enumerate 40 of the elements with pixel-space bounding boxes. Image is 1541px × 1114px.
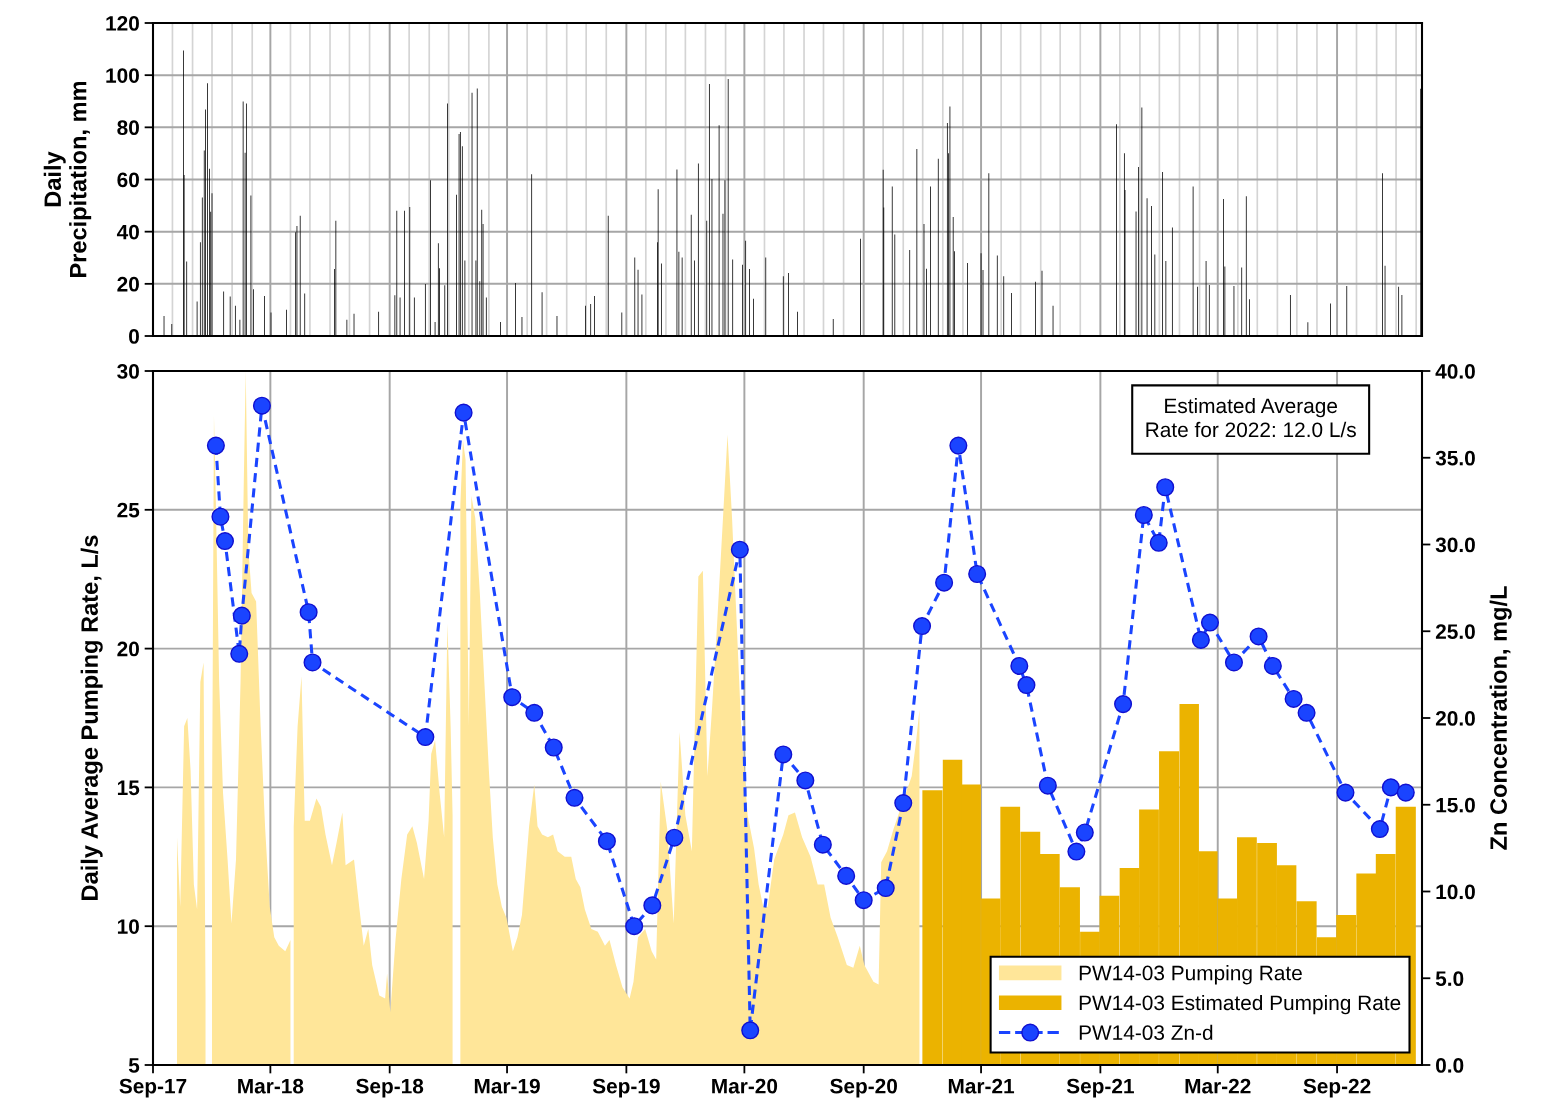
- x-tick-label: Sep-19: [592, 1078, 660, 1098]
- y2-tick-label: 30.0: [1435, 537, 1475, 553]
- y2-tick-label: 5.0: [1435, 971, 1464, 986]
- y-axis-title: Daily Precipitation, mm: [43, 81, 92, 277]
- legend-label: PW14-03 Zn-d: [1079, 1024, 1213, 1041]
- x-tick-label: Mar-20: [712, 1078, 778, 1094]
- y-tick-label: 20: [117, 641, 139, 657]
- x-tick-label: Sep-18: [356, 1078, 424, 1098]
- x-tick-label: Sep-22: [1303, 1078, 1371, 1098]
- x-tick-label: Sep-17: [119, 1078, 187, 1098]
- annotation: Estimated Average Rate for 2022: 12.0 L/s: [1146, 397, 1356, 438]
- y-tick-label: 5: [128, 1058, 140, 1073]
- y2-tick-label: 20.0: [1435, 711, 1475, 726]
- y-tick-label: 30: [117, 364, 139, 379]
- y-tick-label: 100: [106, 68, 139, 83]
- y2-tick-label: 40.0: [1435, 364, 1475, 379]
- y-tick-label: 20: [117, 276, 139, 292]
- x-tick-label: Mar-19: [474, 1078, 540, 1094]
- x-tick-label: Mar-22: [1185, 1078, 1251, 1094]
- y-tick-label: 0: [129, 329, 139, 344]
- y2-tick-label: 35.0: [1435, 450, 1475, 466]
- x-tick-label: Mar-18: [238, 1078, 304, 1094]
- y2-tick-label: 25.0: [1435, 624, 1475, 639]
- y-axis-title: Daily Average Pumping Rate, L/s: [80, 535, 103, 900]
- y2-axis-title: Zn Concentration, mg/L: [1489, 586, 1512, 850]
- y-tick-label: 80: [117, 120, 139, 136]
- y2-tick-label: 0.0: [1436, 1058, 1464, 1073]
- x-tick-label: Sep-20: [830, 1078, 897, 1098]
- y-tick-label: 60: [117, 172, 139, 188]
- y2-tick-label: 10.0: [1436, 884, 1475, 900]
- x-tick-label: Sep-21: [1066, 1078, 1134, 1098]
- y-tick-label: 120: [106, 16, 139, 31]
- y-tick-label: 40: [116, 224, 139, 240]
- legend-label: PW14-03 Pumping Rate: [1079, 965, 1302, 985]
- y-tick-label: 15: [117, 780, 140, 796]
- y-tick-label: 25: [117, 502, 140, 518]
- legend-label: PW14-03 Estimated Pumping Rate: [1079, 994, 1401, 1015]
- x-tick-label: Mar-21: [948, 1078, 1015, 1094]
- y-tick-label: 10: [117, 919, 139, 934]
- y2-tick-label: 15.0: [1436, 797, 1475, 813]
